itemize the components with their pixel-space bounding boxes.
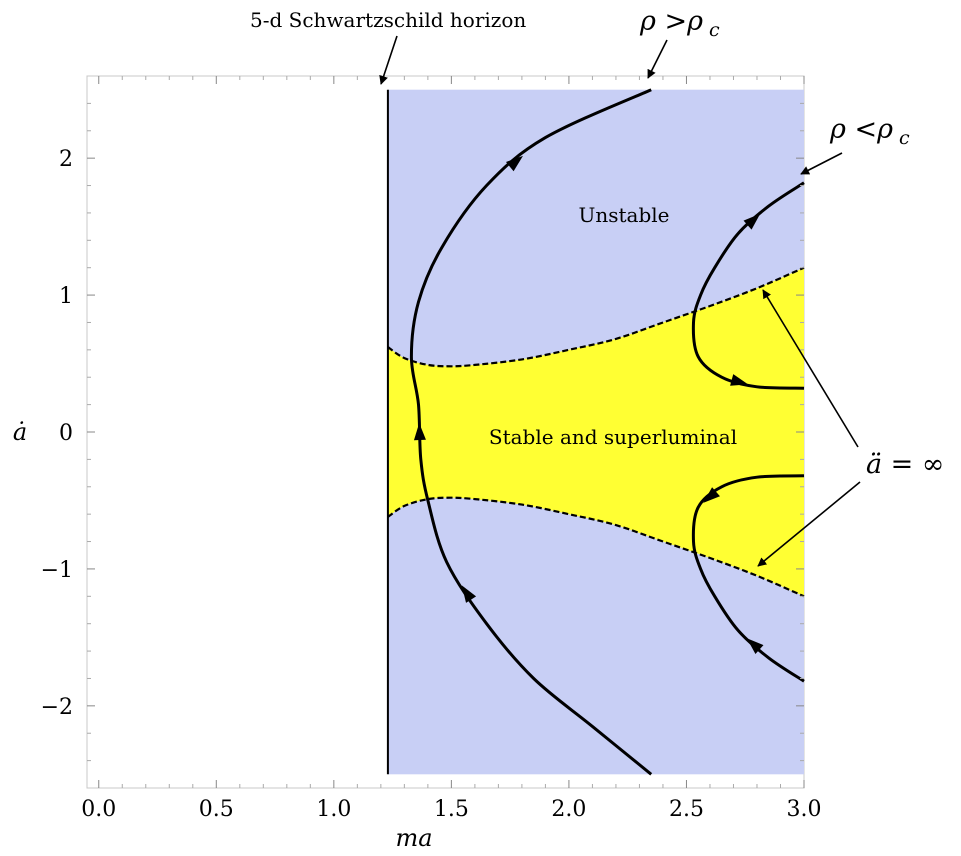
trajectory-1-arrow-2 <box>413 423 426 441</box>
upper-boundary-dashed-curve <box>387 266 805 368</box>
rho-greater-annotation: ρ >ρ c <box>639 6 720 41</box>
trajectory-1-arrow-1 <box>461 585 477 603</box>
x-tick-label: 1.5 <box>434 797 469 822</box>
x-tick-label: 2.0 <box>551 797 586 822</box>
y-axis-ticks: −2 −1 0 1 2 <box>41 102 804 762</box>
addot-pointer-arrow-upper <box>762 289 859 448</box>
y-tick-label: −2 <box>41 695 73 720</box>
lower-boundary-dashed-curve <box>387 496 805 598</box>
x-tick-label: 1.0 <box>316 797 351 822</box>
x-axis-label: ma <box>395 824 432 852</box>
trajectory-2-arrow-1 <box>730 374 749 386</box>
rho-less-annotation: ρ <ρ c <box>829 114 910 149</box>
stable-label: Stable and superluminal <box>489 425 737 449</box>
trajectory-3-arrow-1 <box>703 487 720 503</box>
y-tick-label: 1 <box>59 284 73 309</box>
unstable-label: Unstable <box>579 203 670 227</box>
y-tick-label: 0 <box>59 421 73 446</box>
horizon-pointer-arrow <box>379 35 398 85</box>
trajectory-group <box>409 88 805 776</box>
trajectory-3-arrow-2 <box>746 638 764 655</box>
x-tick-label: 3.0 <box>787 797 822 822</box>
rho-greater-pointer-arrow <box>647 39 668 79</box>
addot-pointer-arrow-lower <box>757 481 861 567</box>
horizon-annotation: 5-d Schwartzschild horizon <box>250 8 526 32</box>
y-axis-label: ȧ <box>13 418 27 446</box>
trajectory-2-arrow-2 <box>743 213 761 230</box>
x-tick-label: 0.0 <box>81 797 116 822</box>
y-tick-label: −1 <box>41 558 73 583</box>
addot-infinity-annotation: ä = ∞ <box>866 449 944 480</box>
rho-less-pointer-arrow <box>800 152 843 175</box>
trajectory-1-arrow-3 <box>506 155 523 172</box>
x-axis-ticks: 0.0 0.5 1.0 1.5 2.0 2.5 3.0 <box>81 76 822 822</box>
y-tick-label: 2 <box>59 147 73 172</box>
stable-superluminal-region <box>387 267 804 597</box>
x-tick-label: 2.5 <box>669 797 704 822</box>
x-tick-label: 0.5 <box>199 797 234 822</box>
